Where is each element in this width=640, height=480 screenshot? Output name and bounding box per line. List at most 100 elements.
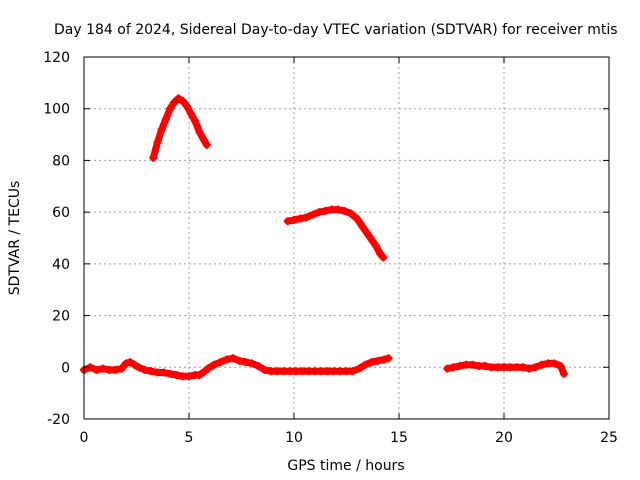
data-point [302,213,311,222]
data-point [185,372,193,381]
series-arc-3 [80,358,204,381]
data-point [348,367,357,376]
data-point [216,358,225,367]
y-tick-label: 40 [52,257,70,273]
data-point [254,361,263,370]
axis-ticks: 0 5 10 15 20 25 -20 0 20 40 60 80 100 120 [43,50,618,446]
chart-title: Day 184 of 2024, Sidereal Day-to-day VTE… [54,22,618,38]
data-point [355,364,364,373]
data-point [166,369,175,378]
data-point [443,364,452,373]
data-point [379,253,388,262]
data-point [170,98,179,107]
data-point [365,232,374,241]
data-point [235,356,244,365]
plot-frame [83,56,610,420]
x-tick-label: 15 [390,430,408,446]
data-point [537,360,546,369]
data-point [380,355,389,364]
data-point [174,94,183,103]
data-point [178,96,187,105]
data-point [92,365,101,374]
y-tick-label: 0 [61,360,70,376]
series-arc-5 [443,359,568,378]
data-point [149,153,158,162]
data-point [374,356,382,365]
data-point [229,354,238,363]
y-tick-label: 100 [43,102,70,118]
y-tick-label: 60 [52,205,70,221]
series-arc-1 [149,94,211,162]
y-tick-label: -20 [47,412,70,428]
y-tick-label: 120 [43,50,70,66]
data-point [202,140,211,149]
data-point [117,364,126,373]
data-point [140,365,149,374]
data-point [166,104,175,113]
x-tick-label: 25 [600,430,618,446]
data-point [346,209,355,218]
x-tick-label: 10 [285,430,303,446]
data-point [468,360,477,369]
data-point [172,371,181,380]
data-point [122,359,130,368]
grid-lines [84,57,609,419]
x-tick-label: 0 [80,430,89,446]
data-point [157,125,166,134]
y-tick-label: 20 [52,309,70,325]
data-point [248,359,256,368]
data-point [449,363,458,372]
data-point [283,217,292,226]
data-point [361,360,370,369]
data-point [130,360,139,369]
data-point [308,210,317,219]
data-point [187,109,196,118]
data-point [559,369,568,378]
data-point [531,363,540,372]
data-point [353,214,361,223]
data-point [321,206,330,215]
data-point [518,363,527,372]
data-point [195,127,204,136]
data-point [481,361,490,370]
data-point [296,214,305,223]
data-point [367,358,376,367]
x-tick-label: 20 [495,430,513,446]
series-arc-4 [197,354,393,378]
data-point [455,361,464,370]
data-point [550,359,559,368]
data-point [371,241,380,250]
data-point [241,358,250,367]
data-point [191,117,200,126]
data-point [290,215,298,224]
data-point [159,368,168,377]
data-series [80,94,568,381]
y-tick-label: 80 [52,153,70,169]
data-point [210,360,219,369]
data-point [222,355,231,364]
data-point [315,208,324,217]
data-point [340,206,349,215]
data-point [147,367,156,376]
data-point [161,115,170,124]
x-axis-label: GPS time / hours [287,458,404,474]
data-point [111,365,120,374]
data-point [260,365,269,374]
y-axis-label: SDTVAR / TECUs [7,181,23,296]
data-point [203,364,212,373]
data-point [384,354,393,363]
data-point [334,205,343,214]
x-tick-label: 5 [185,430,194,446]
series-arc-2 [283,205,388,262]
data-point [126,358,135,367]
data-point [182,102,191,111]
data-point [153,138,162,147]
data-point [556,361,565,370]
data-point [134,363,143,372]
data-point [199,135,208,144]
data-point [525,364,534,373]
data-point [197,369,206,378]
data-point [359,223,368,232]
data-point [98,364,107,373]
